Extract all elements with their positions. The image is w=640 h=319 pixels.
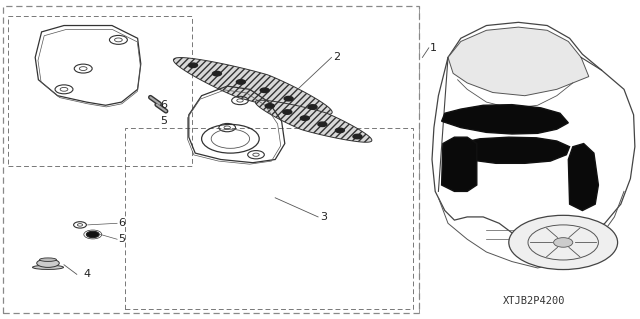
Circle shape xyxy=(86,231,99,238)
Text: 6: 6 xyxy=(160,100,167,110)
Circle shape xyxy=(300,116,309,120)
Polygon shape xyxy=(255,100,372,142)
Text: 4: 4 xyxy=(83,269,90,279)
Text: 2: 2 xyxy=(333,52,340,63)
Bar xyxy=(3,6,419,313)
Bar xyxy=(125,128,413,309)
Text: 1: 1 xyxy=(430,43,437,53)
Circle shape xyxy=(335,128,344,133)
Ellipse shape xyxy=(36,259,60,267)
Text: 5: 5 xyxy=(118,234,125,244)
Circle shape xyxy=(189,63,198,68)
Text: 3: 3 xyxy=(320,212,327,222)
Circle shape xyxy=(308,105,317,109)
Circle shape xyxy=(509,215,618,270)
Circle shape xyxy=(236,80,245,84)
Polygon shape xyxy=(448,27,589,96)
Circle shape xyxy=(554,238,573,247)
Polygon shape xyxy=(443,137,570,163)
Polygon shape xyxy=(442,137,477,191)
Circle shape xyxy=(283,110,292,114)
Ellipse shape xyxy=(33,265,63,270)
Circle shape xyxy=(266,104,275,108)
Text: 6: 6 xyxy=(118,218,125,228)
Circle shape xyxy=(212,71,221,76)
Circle shape xyxy=(260,88,269,93)
Polygon shape xyxy=(173,57,332,115)
Ellipse shape xyxy=(40,258,56,262)
Polygon shape xyxy=(442,105,568,134)
Text: 5: 5 xyxy=(160,116,167,126)
Text: XTJB2P4200: XTJB2P4200 xyxy=(503,296,566,306)
Circle shape xyxy=(284,96,293,101)
Circle shape xyxy=(353,134,362,139)
Bar xyxy=(8,16,192,166)
Circle shape xyxy=(318,122,327,127)
Polygon shape xyxy=(568,144,598,211)
